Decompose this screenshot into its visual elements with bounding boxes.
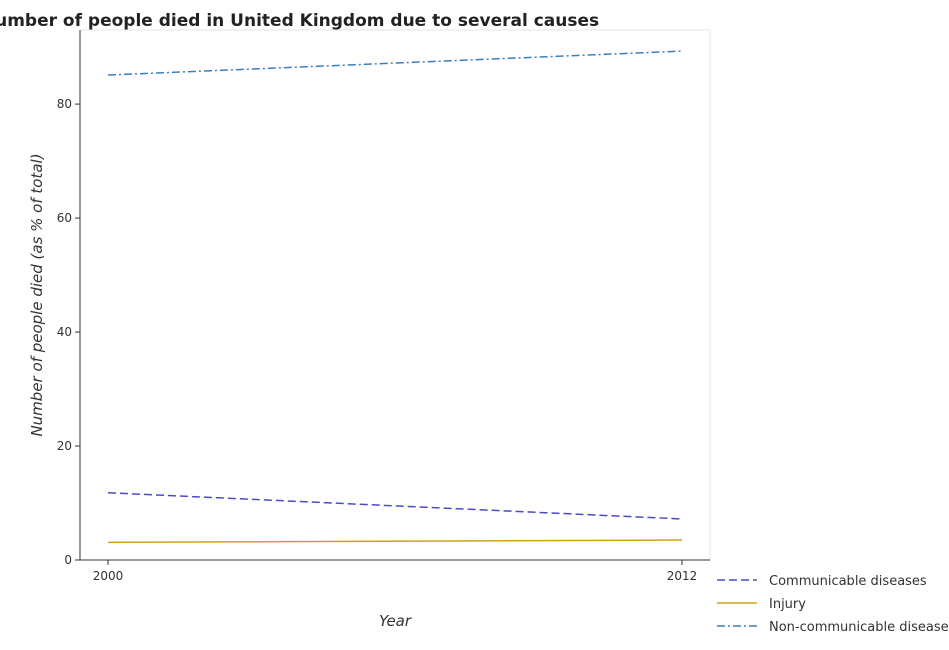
series-lines bbox=[107, 50, 683, 544]
legend: Communicable diseases Injury Non-communica… bbox=[717, 574, 949, 635]
y-tick-label: 60 bbox=[57, 211, 72, 225]
legend-label-0: Communicable diseases bbox=[769, 574, 927, 589]
legend-label-2: Non-communicable diseases bbox=[769, 620, 949, 635]
y-tick-label: 0 bbox=[64, 553, 72, 567]
legend-label-1: Injury bbox=[769, 597, 806, 612]
x-ticks: 2000 2012 bbox=[93, 560, 698, 583]
y-ticks: 0 20 40 60 80 bbox=[57, 97, 80, 567]
y-tick-label: 80 bbox=[57, 97, 72, 111]
y-tick-label: 40 bbox=[57, 325, 72, 339]
x-tick-label: 2000 bbox=[93, 569, 124, 583]
y-tick-label: 20 bbox=[57, 439, 72, 453]
series-line-1 bbox=[107, 539, 683, 544]
x-axis-label: Year bbox=[379, 612, 412, 630]
y-axis-label: Number of people died (as % of total) bbox=[28, 153, 46, 436]
x-tick-label: 2012 bbox=[667, 569, 698, 583]
plot-area bbox=[79, 29, 711, 561]
chart-title: Number of people died in United Kingdom … bbox=[0, 11, 599, 31]
